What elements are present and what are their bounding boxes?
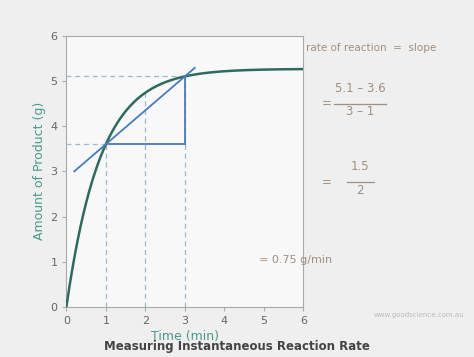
Text: 2: 2 <box>356 184 364 197</box>
X-axis label: Time (min): Time (min) <box>151 330 219 343</box>
Text: =: = <box>322 97 332 110</box>
Y-axis label: Amount of Product (g): Amount of Product (g) <box>33 102 46 241</box>
Text: 1.5: 1.5 <box>351 160 370 173</box>
Text: www.goodscience.com.au: www.goodscience.com.au <box>374 312 465 318</box>
Text: 5.1 – 3.6: 5.1 – 3.6 <box>335 82 385 95</box>
Text: = 0.75 g/min: = 0.75 g/min <box>259 255 332 265</box>
Text: rate of reaction  =  slope: rate of reaction = slope <box>306 43 436 53</box>
Text: Measuring Instantaneous Reaction Rate: Measuring Instantaneous Reaction Rate <box>104 341 370 353</box>
Text: =: = <box>322 176 332 188</box>
Text: 3 – 1: 3 – 1 <box>346 105 374 118</box>
